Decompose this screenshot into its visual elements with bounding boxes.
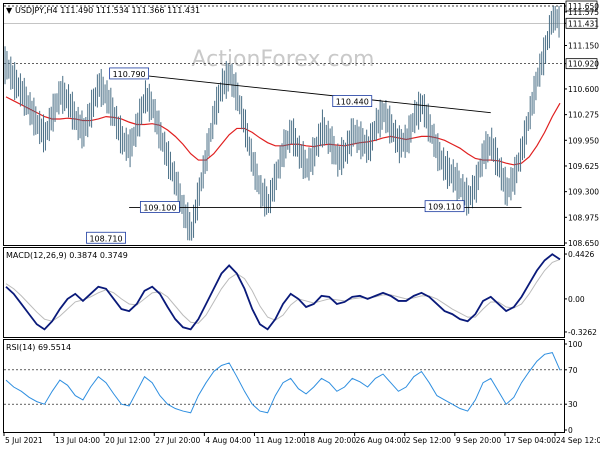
x-tick-label: 5 Jul 2021 <box>5 436 43 445</box>
price-ma <box>5 96 561 166</box>
resistance-trendline <box>129 73 491 114</box>
rsi-title: RSI(14) 69.5514 <box>6 343 71 352</box>
annotation-box <box>86 231 126 244</box>
x-tick-label: 4 Aug 04:00 <box>205 436 251 445</box>
price-y-tick-box <box>565 58 598 70</box>
x-tick-label: 17 Sep 04:00 <box>506 436 556 445</box>
macd-panel-frame <box>3 247 565 338</box>
price-panel-frame <box>3 3 565 246</box>
rsi-panel-frame <box>3 339 565 433</box>
x-tick-label: 11 Aug 12:00 <box>255 436 306 445</box>
macd-y-tick-label: 0.4426 <box>568 250 594 259</box>
annotation-label: 110.790 <box>113 70 146 79</box>
annotation-box <box>139 201 180 213</box>
dropdown-arrow-icon[interactable]: ▼ <box>6 6 13 15</box>
price-y-tick-label: 108.650 <box>568 239 599 248</box>
macd-series <box>5 253 561 331</box>
price-bars <box>4 6 560 241</box>
price-y-tick-label: 110.275 <box>568 111 599 120</box>
annotation-box <box>424 200 465 213</box>
price-y-tick-label: 109.625 <box>568 162 599 171</box>
rsi-series <box>4 352 564 414</box>
macd-y-ticks: 0.4426 0.00 -0.3262 <box>564 250 597 337</box>
moving-average-line <box>5 96 561 166</box>
annotation-box <box>109 67 150 80</box>
watermark: ActionForex.com <box>192 47 375 72</box>
macd-y-tick-label: 0.00 <box>568 295 585 304</box>
annotation-box <box>332 95 373 107</box>
price-y-tick-label: 111.150 <box>568 42 599 51</box>
price-y-tick-label: 110.600 <box>568 85 599 94</box>
macd-title: MACD(12,26,9) 0.3874 0.3749 <box>6 251 128 260</box>
x-tick-label: 20 Jul 12:00 <box>105 436 150 445</box>
price-y-tick-box <box>565 17 598 29</box>
price-y-tick-label: 109.300 <box>568 188 599 197</box>
rsi-y-ticks: 100 70 30 0 <box>564 340 583 435</box>
annotation-label: 110.440 <box>336 98 369 107</box>
price-y-tick-label: 110.920 <box>568 60 599 69</box>
macd-signal-line <box>5 258 561 324</box>
macd-y-tick-label: -0.3262 <box>568 328 597 337</box>
x-tick-label: 24 Sep 12:00 <box>556 436 600 445</box>
annotation-label: 109.110 <box>428 203 461 212</box>
price-y-tick-label: 109.950 <box>568 136 599 145</box>
macd-line <box>5 253 561 331</box>
x-tick-label: 27 Jul 20:00 <box>155 436 200 445</box>
annotation-label: 108.710 <box>89 234 122 243</box>
price-y-tick-label: 111.575 <box>568 8 599 17</box>
rsi-y-tick-label: 0 <box>568 426 573 435</box>
x-tick-label: 9 Sep 20:00 <box>456 436 502 445</box>
price-y-tick-label: 108.975 <box>568 213 599 222</box>
rsi-y-tick-label: 100 <box>568 340 583 349</box>
x-tick-label: 18 Aug 20:00 <box>306 436 357 445</box>
x-axis-ticks: 5 Jul 2021 13 Jul 04:00 20 Jul 12:00 27 Jul… <box>3 433 600 445</box>
rsi-y-tick-label: 30 <box>568 400 578 409</box>
x-tick-label: 26 Aug 04:00 <box>356 436 407 445</box>
rsi-y-tick-label: 70 <box>568 366 578 375</box>
x-tick-label: 2 Sep 12:00 <box>406 436 452 445</box>
price-y-tick-box <box>565 0 598 12</box>
price-grid <box>4 5 564 65</box>
price-y-tick-label: 111.650 <box>568 2 599 11</box>
annotation-label: 109.100 <box>143 203 176 212</box>
price-title: USDJPY,H4 111.490 111.534 111.366 111.43… <box>15 6 200 15</box>
price-annotations: 110.790 110.440 109.100 108.710 109.110 <box>86 67 465 244</box>
x-tick-label: 13 Jul 04:00 <box>55 436 100 445</box>
price-y-tick-label: 111.431 <box>568 19 599 28</box>
rsi-line <box>5 352 561 414</box>
